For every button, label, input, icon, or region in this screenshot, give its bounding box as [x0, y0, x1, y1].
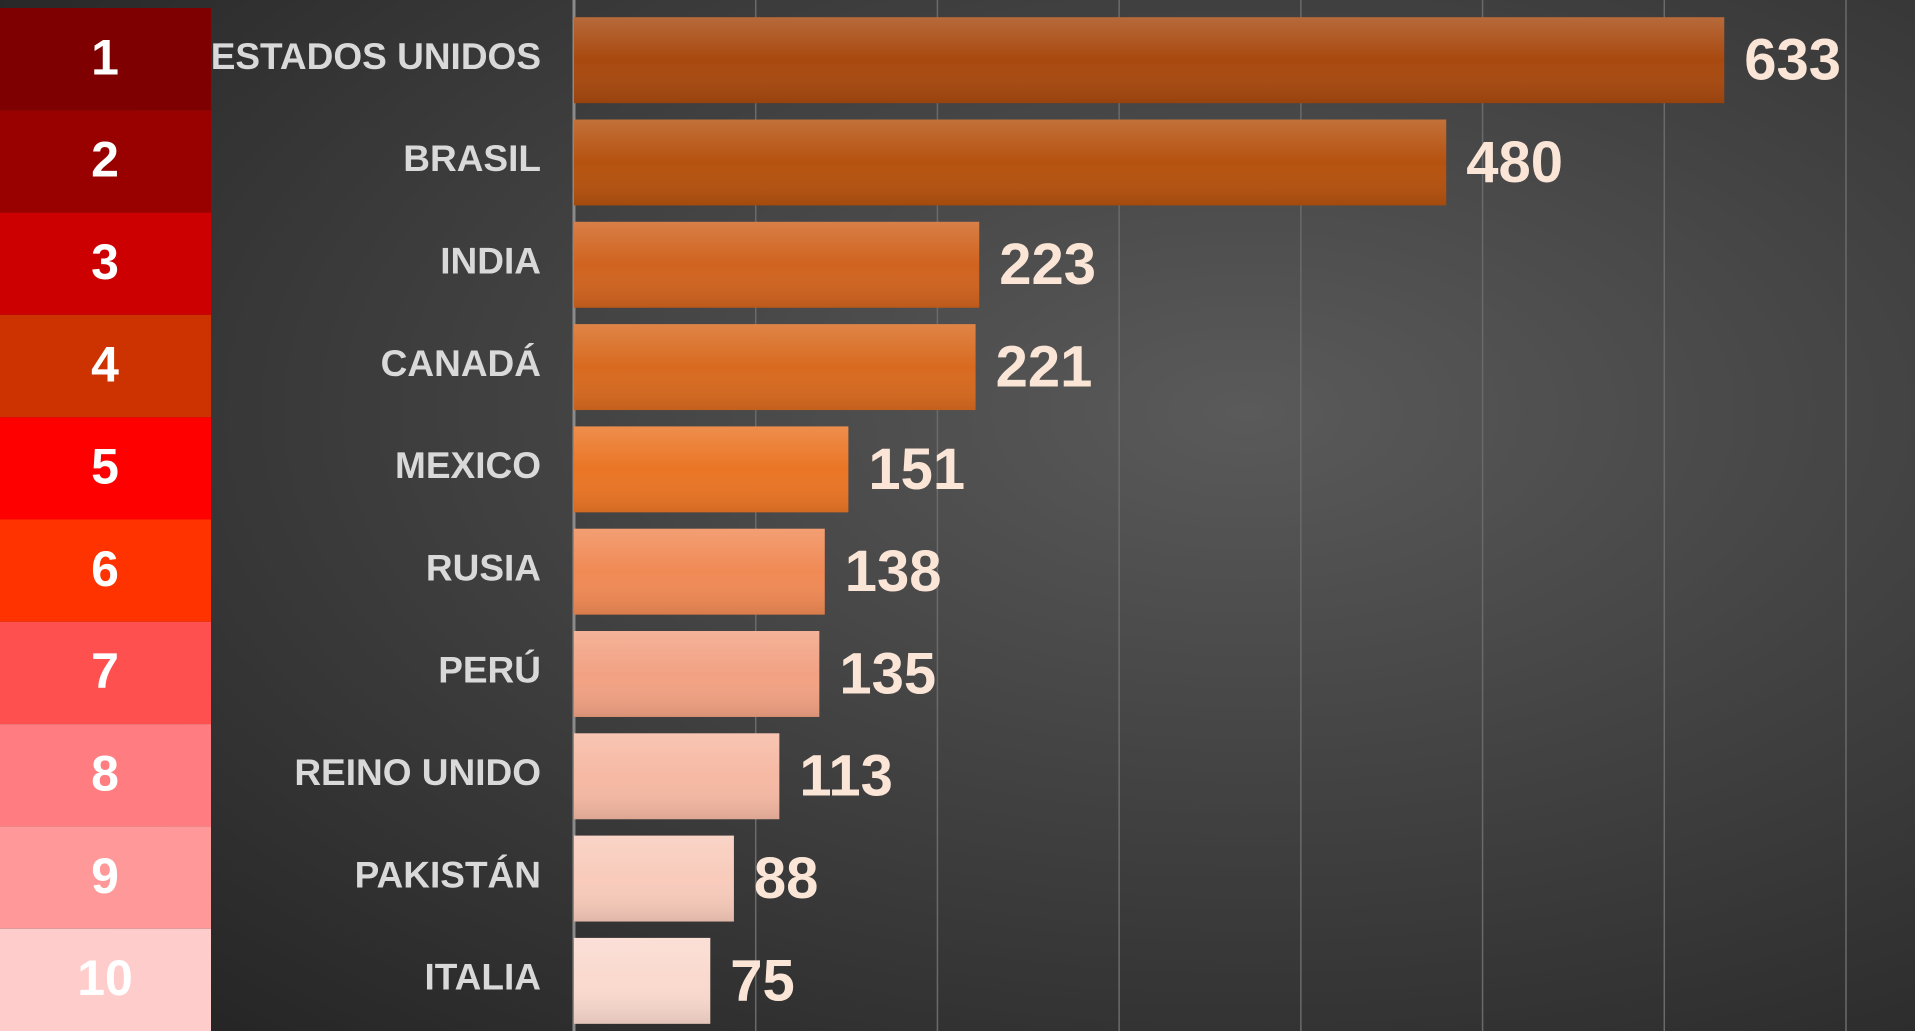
rank-cell: [0, 314, 211, 418]
value-label: 88: [754, 846, 819, 911]
bar-shine: [574, 631, 820, 717]
rank-cell: [0, 8, 211, 111]
value-label: 75: [730, 948, 795, 1013]
bar-shine: [574, 733, 780, 820]
bar-shine: [574, 426, 849, 513]
rank-label: 5: [91, 439, 119, 495]
rank-cell: [0, 212, 211, 315]
rank-cell: [0, 928, 211, 1031]
value-label: 633: [1744, 28, 1841, 93]
rank-cell: [0, 519, 211, 622]
category-label: INDIA: [440, 241, 541, 282]
category-label: BRASIL: [403, 138, 541, 179]
category-label: MEXICO: [395, 445, 541, 486]
value-label: 151: [868, 437, 965, 502]
rank-cell: [0, 417, 211, 520]
category-label: ITALIA: [425, 957, 541, 998]
rank-label: 9: [91, 848, 119, 904]
value-label: 138: [845, 539, 942, 604]
rank-label: 8: [91, 745, 119, 801]
bar-shine: [574, 17, 1725, 104]
rank-label: 4: [91, 336, 119, 392]
bar-shine: [574, 324, 976, 411]
category-label: CANADÁ: [381, 343, 541, 384]
category-label: PERÚ: [438, 649, 541, 691]
category-label: REINO UNIDO: [294, 752, 541, 793]
rank-label: 6: [91, 541, 119, 597]
category-label: RUSIA: [426, 547, 541, 588]
bar-shine: [574, 221, 980, 308]
rank-cell: [0, 110, 211, 213]
bar-shine: [574, 119, 1447, 206]
rank-cell: [0, 621, 211, 725]
value-label: 113: [799, 744, 893, 809]
rank-cell: [0, 826, 211, 929]
rank-cell: [0, 724, 211, 827]
value-label: 480: [1466, 130, 1563, 195]
value-label: 223: [999, 232, 1096, 297]
value-label: 221: [996, 334, 1093, 399]
rank-label: 3: [91, 234, 119, 290]
bar-shine: [574, 835, 734, 922]
rank-label: 1: [91, 29, 119, 85]
category-label: PAKISTÁN: [355, 854, 541, 895]
bar-shine: [574, 937, 711, 1024]
category-label: ESTADOS UNIDOS: [211, 36, 541, 77]
rank-label: 2: [91, 132, 119, 188]
rank-label: 10: [77, 950, 133, 1006]
bar-shine: [574, 528, 825, 615]
rank-label: 7: [91, 643, 119, 699]
value-label: 135: [839, 641, 936, 706]
